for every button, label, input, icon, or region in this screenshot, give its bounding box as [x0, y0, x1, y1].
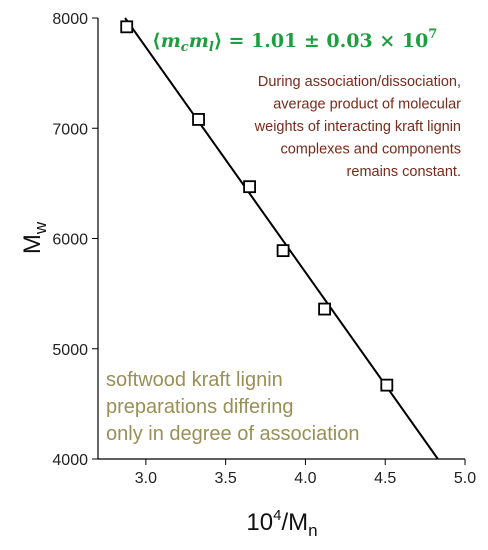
formula-m1: m — [161, 30, 181, 52]
x-axis-title-slash: /M — [281, 509, 308, 536]
data-point — [380, 378, 394, 392]
x-tick-label: 3.5 — [215, 470, 237, 487]
data-point — [276, 244, 290, 258]
y-axis-title: Mw — [19, 221, 50, 254]
y-tick-label: 4000 — [52, 452, 88, 469]
note-line: remains constant. — [347, 164, 461, 180]
sample-line: preparations differing — [106, 396, 294, 418]
data-point — [192, 113, 205, 126]
sample-annotation: softwood kraft lignin preparations differ… — [106, 369, 360, 445]
data-point — [318, 302, 331, 316]
y-tick-label: 7000 — [52, 121, 88, 138]
sample-line: softwood kraft lignin — [106, 369, 283, 391]
x-tick-label: 5.0 — [454, 470, 476, 487]
y-tick-label: 5000 — [52, 342, 88, 359]
x-axis-title: 104/Mn — [246, 507, 317, 540]
x-axis-title-exp: 4 — [273, 507, 281, 524]
y-axis-title-base: M — [19, 234, 46, 254]
formula-annotation: ⟨mcml⟩ = 1.01 ± 0.03 × 107 — [152, 27, 437, 55]
y-axis-title-sub: w — [31, 221, 50, 235]
formula-exponent: 7 — [428, 27, 437, 42]
formula-angle-right: ⟩ — [214, 30, 223, 52]
x-axis-title-sub: n — [308, 521, 317, 540]
data-point — [120, 20, 134, 34]
note-line: average product of molecular — [273, 97, 461, 113]
formula-rhs: = 1.01 ± 0.03 × 10 — [228, 30, 428, 52]
formula-sub2: l — [209, 40, 214, 55]
x-tick-label: 4.5 — [374, 470, 396, 487]
note-line: During association/dissociation, — [258, 74, 461, 90]
note-annotation: During association/dissociation, average … — [254, 74, 461, 180]
formula-sub1: c — [181, 40, 189, 55]
y-tick-label: 8000 — [52, 11, 88, 28]
x-tick-label: 3.0 — [135, 470, 157, 487]
data-point — [243, 180, 256, 194]
sample-line: only in degree of association — [106, 423, 360, 445]
x-axis-title-base: 10 — [246, 509, 273, 536]
y-tick-label: 6000 — [52, 232, 88, 249]
note-line: weights of interacting kraft lignin — [254, 119, 461, 135]
x-tick-label: 4.0 — [294, 470, 316, 487]
note-line: complexes and components — [280, 142, 461, 158]
formula-angle-left: ⟨ — [152, 30, 161, 52]
formula-m2: m — [189, 30, 209, 52]
